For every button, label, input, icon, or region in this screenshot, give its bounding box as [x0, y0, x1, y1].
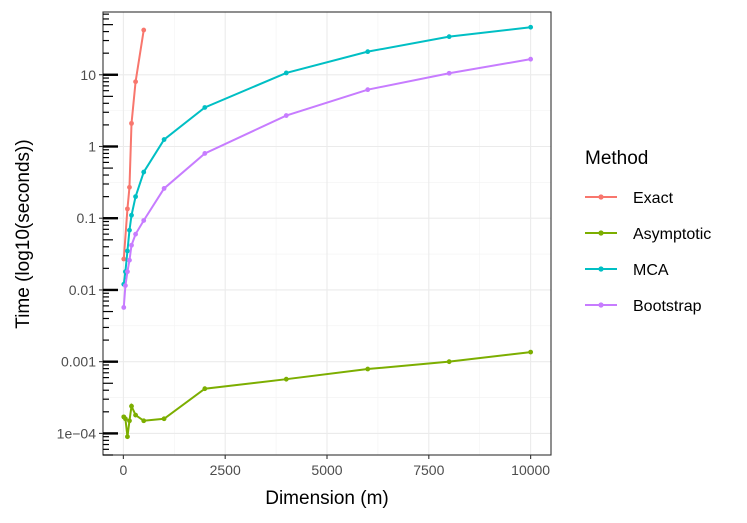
legend-label-asymptotic: Asymptotic: [633, 226, 711, 243]
y-tick-label: 0.1: [77, 210, 97, 226]
data-point-exact: [129, 120, 134, 126]
data-point-mca: [127, 227, 132, 233]
legend-item-mca: MCA: [585, 262, 669, 279]
data-point-exact: [127, 184, 132, 190]
data-point-mca: [133, 194, 138, 200]
data-point-asymptotic: [446, 359, 452, 365]
data-point-exact: [141, 27, 147, 33]
data-point-mca: [125, 248, 130, 254]
y-tick-label: 10: [80, 67, 96, 83]
data-point-exact: [125, 206, 130, 212]
legend-title: Method: [585, 148, 648, 169]
major-gridlines: [103, 12, 551, 455]
data-point-mca: [283, 70, 289, 76]
data-point-bootstrap: [141, 218, 147, 223]
data-point-bootstrap: [125, 269, 130, 275]
data-point-exact: [121, 256, 127, 262]
data-point-mca: [446, 34, 452, 40]
legend-key-point: [598, 230, 604, 236]
data-point-bootstrap: [528, 56, 534, 62]
data-point-mca: [129, 212, 134, 218]
y-tick-label: 0.001: [61, 354, 96, 370]
legend: Method Exact Asymptotic MCA Bootstrap: [585, 148, 711, 315]
data-point-mca: [365, 49, 371, 55]
legend-label-exact: Exact: [633, 190, 674, 207]
data-point-asymptotic: [123, 416, 128, 422]
series-layer: [121, 24, 534, 440]
data-point-asymptotic: [161, 416, 167, 422]
data-point-asymptotic: [141, 418, 147, 424]
x-tick-label: 0: [119, 462, 127, 478]
y-tick-label: 1e−04: [57, 425, 97, 441]
y-axis-ticks: 1e−04 0.001 0.01 0.1 1 10: [57, 67, 103, 441]
legend-key-point: [598, 266, 604, 272]
data-point-asymptotic: [133, 412, 138, 418]
y-axis-rug: [103, 13, 118, 456]
series-line-exact: [122, 29, 145, 260]
data-point-asymptotic: [365, 366, 371, 372]
y-tick-label: 0.01: [69, 282, 96, 298]
x-tick-label: 7500: [413, 462, 444, 478]
data-point-asymptotic: [202, 386, 208, 392]
legend-key-point: [598, 302, 604, 308]
y-axis-title: Time (log10(seconds)): [13, 139, 34, 328]
data-point-mca: [528, 24, 534, 30]
data-point-exact: [133, 79, 138, 85]
data-point-asymptotic: [127, 418, 132, 424]
data-point-bootstrap: [161, 186, 167, 191]
data-point-bootstrap: [202, 151, 208, 156]
x-tick-label: 10000: [511, 462, 550, 478]
data-point-asymptotic: [283, 376, 289, 382]
data-point-bootstrap: [133, 231, 138, 237]
legend-key-point: [598, 194, 604, 200]
data-point-mca: [161, 137, 167, 142]
data-point-asymptotic: [129, 403, 134, 409]
data-point-bootstrap: [283, 113, 289, 118]
legend-label-mca: MCA: [633, 262, 669, 279]
series-bootstrap: [121, 56, 534, 310]
data-point-mca: [141, 169, 147, 175]
legend-item-asymptotic: Asymptotic: [585, 226, 711, 243]
x-tick-label: 5000: [311, 462, 342, 478]
y-tick-label: 1: [88, 138, 96, 154]
legend-item-exact: Exact: [585, 190, 674, 207]
x-axis-title: Dimension (m): [265, 488, 389, 509]
data-point-bootstrap: [121, 305, 127, 310]
data-point-bootstrap: [129, 242, 134, 248]
data-point-mca: [202, 105, 208, 110]
data-point-bootstrap: [123, 283, 128, 288]
legend-item-bootstrap: Bootstrap: [585, 298, 702, 315]
series-exact: [121, 27, 147, 262]
series-asymptotic: [121, 349, 534, 440]
data-point-bootstrap: [127, 257, 132, 263]
x-tick-label: 2500: [210, 462, 241, 478]
legend-label-bootstrap: Bootstrap: [633, 298, 702, 315]
data-point-asymptotic: [125, 434, 130, 440]
x-axis-ticks: 0 2500 5000 7500 10000: [119, 455, 550, 478]
data-point-asymptotic: [528, 349, 534, 355]
data-point-bootstrap: [365, 87, 371, 93]
data-point-bootstrap: [446, 70, 452, 76]
